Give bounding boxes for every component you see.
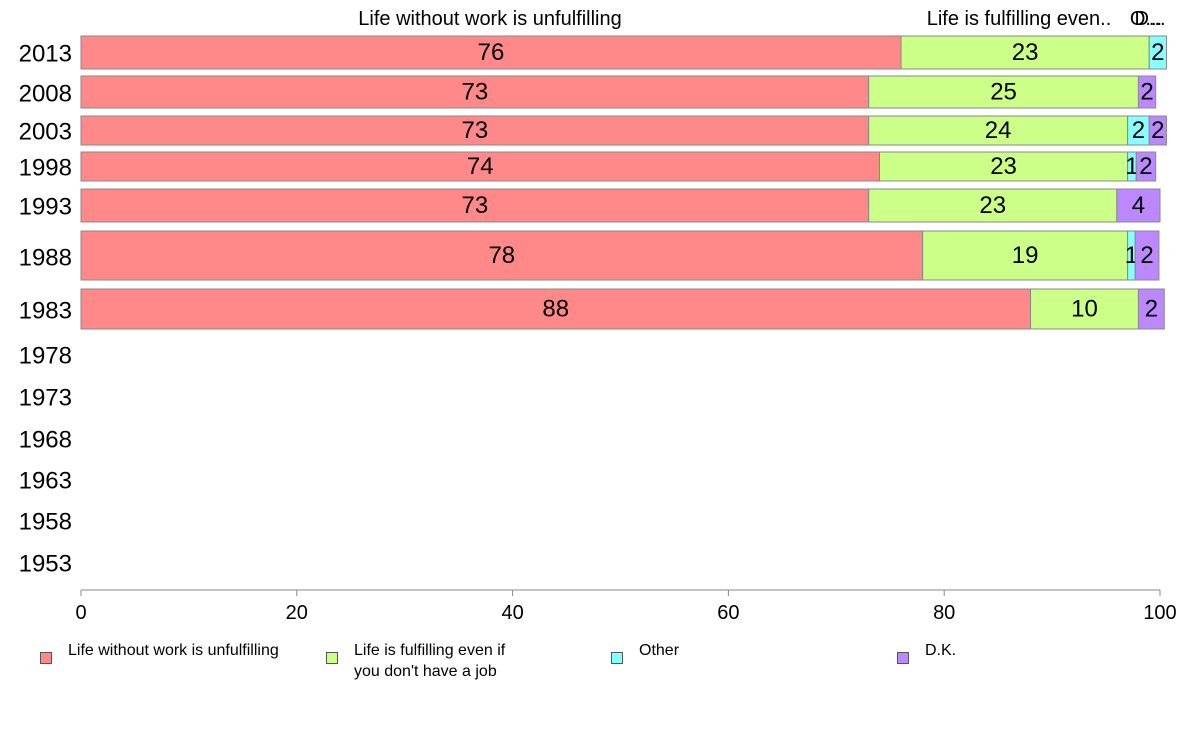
legend-swatch bbox=[897, 652, 909, 664]
bar-segment bbox=[1148, 35, 1167, 70]
year-label: 2008 bbox=[19, 81, 72, 108]
legend-label: Life without work is unfulfilling bbox=[68, 642, 279, 659]
bar-segment bbox=[1134, 230, 1160, 281]
bar-segment bbox=[80, 188, 870, 223]
x-tick-label: 100 bbox=[1143, 602, 1176, 624]
data-label: 23 bbox=[990, 153, 1017, 180]
legend-item-dk: D.K. bbox=[897, 638, 956, 664]
year-label: 1958 bbox=[19, 509, 72, 536]
year-label: 1968 bbox=[19, 427, 72, 454]
data-label: 2 bbox=[1140, 79, 1153, 106]
series-top-label: Life without work is unfulfilling bbox=[358, 8, 621, 30]
data-label: 23 bbox=[1012, 39, 1039, 66]
legend-item-other: Other bbox=[611, 638, 679, 664]
data-label: 2 bbox=[1140, 242, 1153, 269]
legend-item-unfulfilling: Life without work is unfulfilling bbox=[40, 638, 279, 664]
x-tick-label: 80 bbox=[933, 602, 955, 624]
year-label: 1988 bbox=[19, 245, 72, 272]
bar-segment bbox=[900, 35, 1150, 70]
series-top-label: D... bbox=[1134, 8, 1165, 30]
bar-segment bbox=[1137, 288, 1165, 330]
data-label: 24 bbox=[985, 117, 1012, 144]
data-label: 2 bbox=[1145, 296, 1158, 323]
legend-item-fulfilling: Life is fulfilling even if you don't hav… bbox=[326, 638, 505, 682]
data-label: 4 bbox=[1132, 192, 1145, 219]
bar-segment bbox=[1116, 188, 1161, 223]
bar-segment bbox=[80, 288, 1032, 330]
data-label: 73 bbox=[461, 192, 488, 219]
data-label: 88 bbox=[542, 296, 569, 323]
data-label: 2 bbox=[1139, 153, 1152, 180]
data-label: 73 bbox=[461, 117, 488, 144]
year-label: 1963 bbox=[19, 468, 72, 495]
data-label: 19 bbox=[1012, 242, 1039, 269]
year-label: 1973 bbox=[19, 385, 72, 412]
data-label: 73 bbox=[461, 79, 488, 106]
legend-swatch bbox=[326, 652, 338, 664]
series-top-label: O... bbox=[1130, 8, 1162, 30]
x-tick-label: 0 bbox=[75, 602, 86, 624]
data-label: 23 bbox=[979, 192, 1006, 219]
x-tick-label: 60 bbox=[717, 602, 739, 624]
bar-segment bbox=[80, 75, 870, 109]
legend-label: D.K. bbox=[925, 642, 957, 659]
bar-segment bbox=[80, 115, 870, 146]
legend-label: Life is fulfilling even if you don't hav… bbox=[354, 642, 506, 680]
data-label: 25 bbox=[990, 79, 1017, 106]
x-tick-label: 20 bbox=[286, 602, 308, 624]
bar-segment bbox=[868, 115, 1129, 146]
bar-segment bbox=[80, 230, 924, 281]
bar-segment bbox=[1148, 115, 1167, 146]
series-top-label: Life is fulfilling even.. bbox=[927, 8, 1112, 30]
legend-swatch bbox=[40, 652, 52, 664]
data-label: 2 bbox=[1132, 117, 1145, 144]
bar-segment bbox=[80, 35, 902, 70]
year-label: 2013 bbox=[19, 41, 72, 68]
year-label: 1993 bbox=[19, 194, 72, 221]
year-label: 1983 bbox=[19, 298, 72, 325]
bar-segment bbox=[1135, 151, 1157, 182]
data-label: 2 bbox=[1151, 117, 1164, 144]
year-label: 1998 bbox=[19, 155, 72, 182]
bar-segment bbox=[1030, 288, 1139, 330]
year-label: 1953 bbox=[19, 551, 72, 578]
bar-segment bbox=[922, 230, 1129, 281]
year-label: 2003 bbox=[19, 119, 72, 146]
bar-segment bbox=[1137, 75, 1157, 109]
legend-swatch bbox=[611, 652, 623, 664]
data-label: 10 bbox=[1071, 296, 1098, 323]
bar-segment bbox=[868, 188, 1118, 223]
bar-segment bbox=[868, 75, 1139, 109]
legend: Life without work is unfulfilling Life i… bbox=[40, 638, 1160, 688]
x-tick-label: 40 bbox=[501, 602, 523, 624]
data-label: 1 bbox=[1125, 153, 1138, 180]
data-label: 78 bbox=[488, 242, 515, 269]
legend-label: Other bbox=[639, 642, 680, 659]
data-label: 2 bbox=[1151, 39, 1164, 66]
data-label: 76 bbox=[478, 39, 505, 66]
data-label: 74 bbox=[467, 153, 494, 180]
year-label: 1978 bbox=[19, 343, 72, 370]
bar-segment bbox=[80, 151, 880, 182]
